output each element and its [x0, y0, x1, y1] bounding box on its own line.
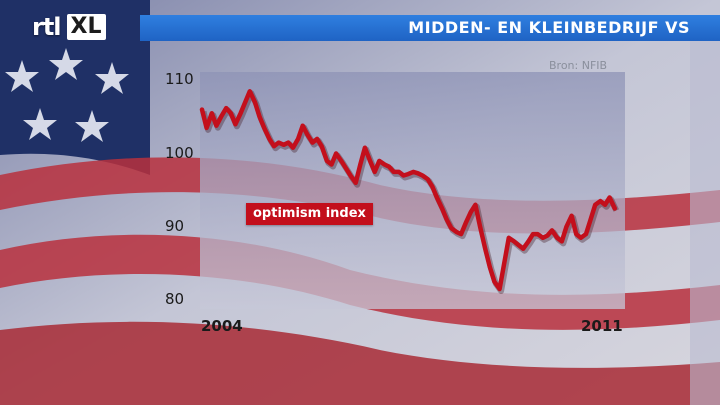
series-line-optimism-index [199, 89, 618, 292]
y-tick-label: 90 [165, 216, 185, 235]
source-label: Bron: NFIB [549, 59, 608, 72]
chart-title: MIDDEN- EN KLEINBEDRIJF VS [408, 18, 690, 37]
title-bar: MIDDEN- EN KLEINBEDRIJF VS [140, 15, 720, 41]
x-tick-label: 2011 [581, 317, 623, 335]
logo-text: rtl [32, 13, 62, 41]
series-label: optimism index [246, 203, 373, 225]
x-tick-label: 2004 [201, 317, 243, 335]
y-tick-label: 110 [165, 70, 194, 89]
logo-badge: XL [66, 14, 106, 40]
y-tick-label: 100 [165, 143, 194, 162]
y-tick-label: 80 [165, 290, 185, 308]
channel-logo: rtl XL [32, 12, 106, 42]
series-line-shadow [200, 90, 620, 294]
